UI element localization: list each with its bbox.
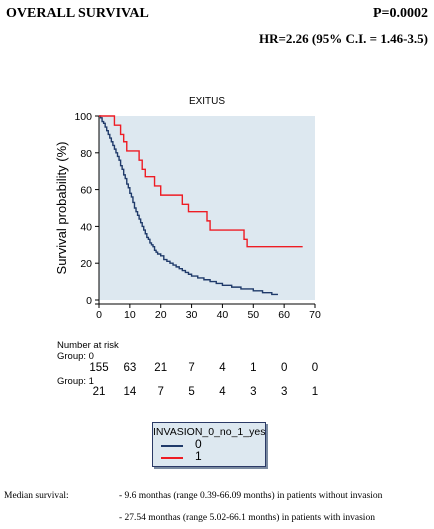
y-tick-label: 20 [80,258,92,270]
legend-title: INVASION_0_no_1_yes [153,426,266,438]
y-tick-label: 0 [86,295,92,307]
risk-count-group0: 0 [311,362,319,374]
risk-count-group1: 7 [157,386,164,398]
risk-count-group1: 1 [311,386,319,398]
chart-title: EXITUS [189,96,225,107]
y-axis-label: Survival probability (%) [54,142,69,275]
risk-count-group1: 5 [188,386,195,398]
median-survival-line-2: - 27.54 monthas (range 5.02-66.1 months)… [119,513,375,523]
risk-row-group1: 21 14 7 5 4 3 3 1 [0,386,434,400]
x-tick-label: 40 [217,309,229,321]
x-tick-label: 0 [96,309,102,321]
risk-count-group1: 21 [92,386,106,398]
legend-swatch-0 [161,445,183,447]
risk-count-group0: 7 [188,362,195,374]
risk-group1-label: Group: 1 [57,376,94,387]
median-survival-line-1: - 9.6 monthas (range 0.39-66.09 months) … [119,491,383,501]
risk-count-group0: 1 [250,362,257,374]
series-layer [99,115,303,296]
chart-axes: 0 10 20 30 40 50 60 70 0 20 40 60 80 100 [74,111,321,321]
x-tick-label: 60 [278,309,290,321]
risk-count-group0: 63 [123,362,137,374]
hazard-ratio: HR=2.26 (95% C.I. = 1.46-3.5) [259,31,428,46]
series-line-0 [99,115,278,296]
median-survival-label: Median survival: [4,491,69,501]
x-tick-label: 30 [186,309,198,321]
risk-count-group1: 3 [280,386,288,398]
risk-count-group0: 21 [154,362,168,374]
plot-background [99,116,315,300]
x-tick-label: 70 [309,309,321,321]
series-line-1 [99,115,303,248]
survival-chart: 0 10 20 30 40 50 60 70 0 20 40 60 80 100 EXITUS Survi… [54,96,321,321]
risk-table-title: Number at risk Group: 0 [57,340,119,362]
risk-count-group1: 14 [123,386,137,398]
x-tick-label: 50 [247,309,259,321]
y-tick-label: 40 [80,221,92,233]
page-title: OVERALL SURVIVAL [6,6,149,21]
legend-label-1: 1 [195,449,202,463]
risk-count-group1: 3 [250,386,257,398]
y-tick-label: 60 [80,185,92,197]
risk-row-group0: 155 63 21 7 4 1 0 0 [0,362,434,376]
risk-count-group0: 155 [89,362,109,374]
risk-group0-label: Group: 0 [57,351,94,362]
risk-count-group0: 0 [280,362,288,374]
x-tick-label: 10 [124,309,136,321]
legend-label-0: 0 [195,437,202,451]
risk-table-heading: Number at risk [57,340,119,351]
risk-count-group0: 4 [219,362,226,374]
p-value: P=0.0002 [372,6,428,21]
legend: INVASION_0_no_1_yes 0 1 [152,422,266,467]
y-tick-label: 100 [74,111,92,123]
risk-count-group1: 4 [219,386,226,398]
y-tick-label: 80 [80,148,92,160]
legend-swatch-1 [161,457,183,459]
x-tick-label: 20 [155,309,167,321]
